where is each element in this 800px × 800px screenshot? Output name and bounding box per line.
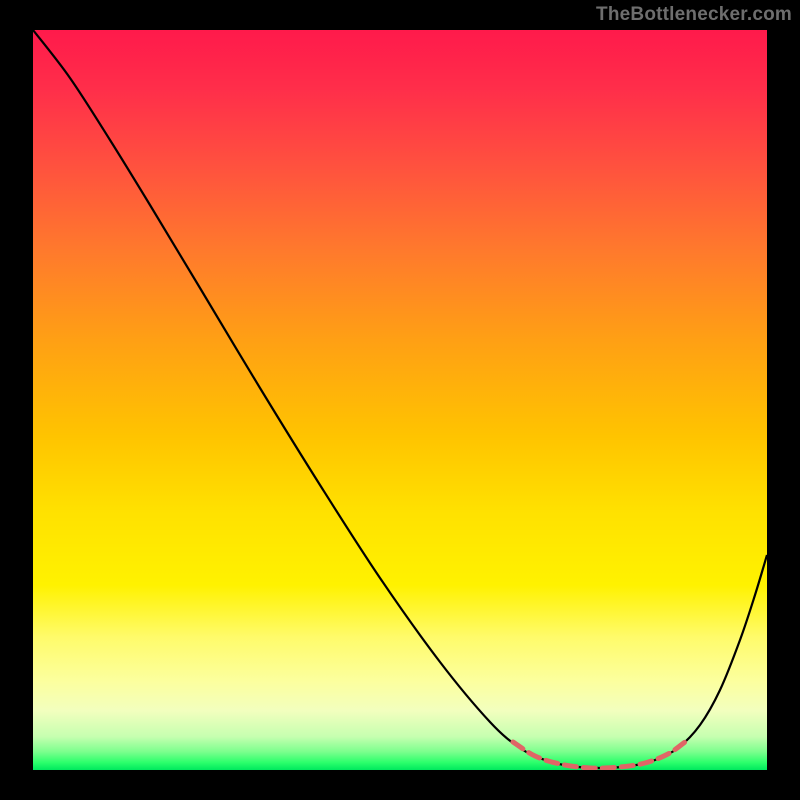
bottleneck-chart xyxy=(0,0,800,800)
chart-frame: TheBottlenecker.com xyxy=(0,0,800,800)
plot-background xyxy=(33,30,767,770)
watermark-text: TheBottlenecker.com xyxy=(596,4,792,26)
